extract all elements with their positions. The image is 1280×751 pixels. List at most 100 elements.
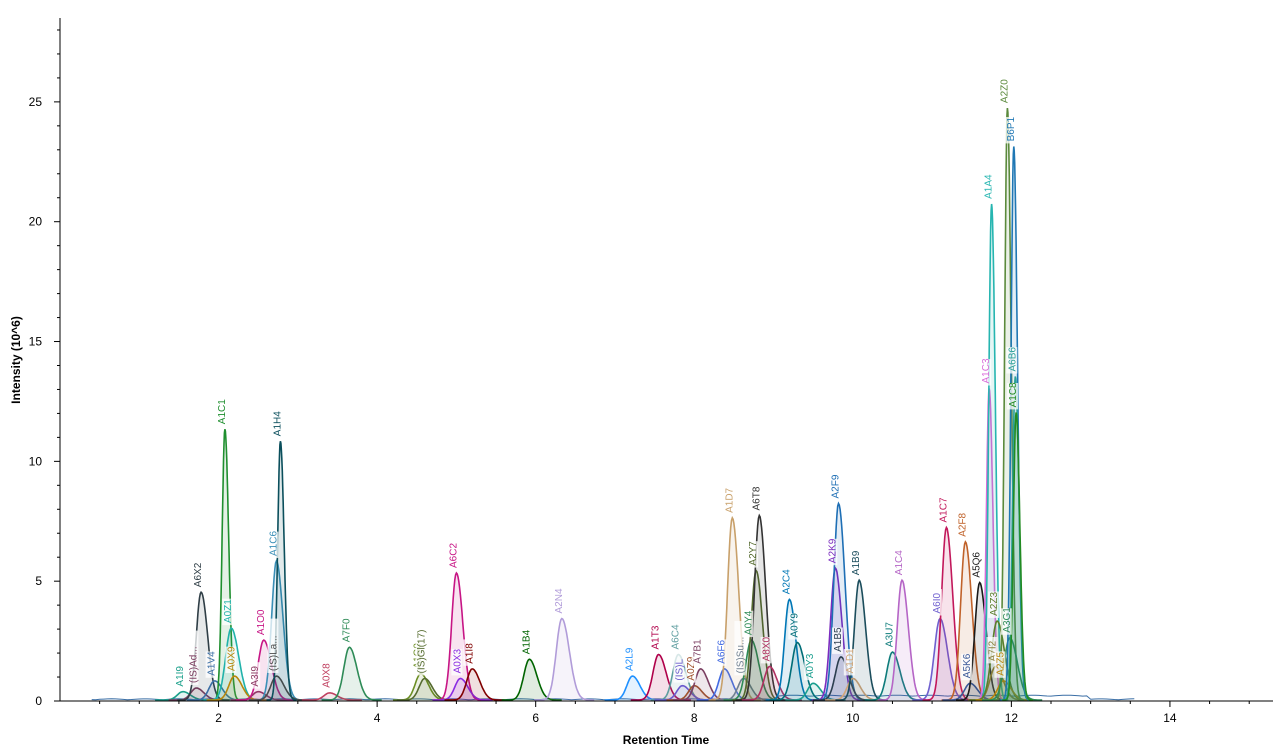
peak-label-text: A2Z0 xyxy=(999,79,1010,103)
peak-label-text: (IS)Ad... xyxy=(188,646,199,683)
peak-labels: A1I9 (IS)Ad... A6X2 A1V4 A1C1 A0Z1 A0X9 A3I9 A1O… xyxy=(174,79,1019,690)
peak-label: A6F6 xyxy=(715,639,727,665)
peak-label-text: A1T3 xyxy=(651,625,662,649)
peak-label-text: A0Z1 xyxy=(223,599,234,623)
x-axis-title: Retention Time xyxy=(623,733,710,747)
peak-label: A2L9 xyxy=(623,647,635,673)
peak-label-text: A1C6 xyxy=(268,531,279,556)
chromatogram-traces xyxy=(92,108,1135,701)
peak-label: A1I8 xyxy=(463,639,475,665)
peak-label: B6P1 xyxy=(1005,116,1017,143)
peak-label: A1I9 xyxy=(174,662,186,688)
peak-label: A3U7 xyxy=(884,622,896,649)
peak-label: A3G1 xyxy=(1001,607,1013,635)
peak-label: A3I9 xyxy=(249,662,261,688)
peak-label: (IS)La... xyxy=(267,619,279,673)
peak-label-text: A2F9 xyxy=(831,474,842,498)
peak-fill xyxy=(534,619,595,701)
peak-label: A2F8 xyxy=(956,512,968,538)
peak-label: A2Y7 xyxy=(747,541,759,568)
peak-label-text: B6P1 xyxy=(1006,116,1017,141)
peak-label: A1C3 xyxy=(980,358,992,385)
y-tick-label: 15 xyxy=(29,335,43,349)
peak-label-text: A8X0 xyxy=(762,636,773,661)
y-tick-label: 10 xyxy=(29,454,43,468)
peak-label-text: A1B9 xyxy=(851,550,862,575)
peak-label: A0X8 xyxy=(321,663,333,690)
peak-label-text: A0Y9 xyxy=(789,613,800,638)
peak-label-text: A1A4 xyxy=(984,174,995,199)
peak-label-text: A3U7 xyxy=(885,622,896,647)
y-axis-title: Intensity (10^6) xyxy=(9,316,23,404)
peak-label-text: A2Z3 xyxy=(989,592,1000,616)
x-tick-label: 4 xyxy=(374,711,381,725)
peak-label: A1C7 xyxy=(937,497,949,524)
peak-label: A0Y4 xyxy=(742,610,754,637)
peak-label-text: A0X9 xyxy=(226,646,237,671)
peak-label-text: A1C4 xyxy=(894,550,905,575)
peak-label-text: A0X3 xyxy=(452,648,463,673)
axes xyxy=(60,18,1273,701)
peak-label: A2Z3 xyxy=(988,592,1000,618)
peak-label: A1A4 xyxy=(983,174,995,201)
peak-label-text: A2F8 xyxy=(957,512,968,536)
peak-label: A6C4 xyxy=(669,624,681,651)
peak-label: A6X2 xyxy=(192,562,204,589)
peak-label-text: A2L9 xyxy=(624,647,635,671)
peak-label: A0Y9 xyxy=(788,613,800,640)
x-tick-label: 8 xyxy=(691,711,698,725)
peak-label-text: A2Y7 xyxy=(748,541,759,566)
peak-label: A2N4 xyxy=(553,588,565,615)
peak-label-text: A1C7 xyxy=(938,497,949,522)
peak-label-text: A6C2 xyxy=(448,543,459,568)
peak-label: A5K6 xyxy=(961,653,973,680)
y-axis-ticks: 0510152025 xyxy=(29,30,60,708)
x-axis-ticks: 2 4 6 8 10 12 14 xyxy=(100,701,1250,725)
peak-label-text: A6F6 xyxy=(716,639,727,663)
peak-label: A1B5 xyxy=(832,627,844,654)
peak-label-text: A3G1 xyxy=(1002,607,1013,633)
peak-label: A2K9 xyxy=(826,538,838,565)
peak-label: A8X0 xyxy=(761,636,773,663)
peak-label-text: A2Z5 xyxy=(995,651,1006,675)
peak-label-text: A7B1 xyxy=(693,639,704,664)
peak-label-text: A1B5 xyxy=(833,627,844,652)
x-tick-label: 14 xyxy=(1163,711,1177,725)
peak-label: A0Z1 xyxy=(222,599,234,625)
peak-label: A1H4 xyxy=(271,411,283,438)
peak-label-text: A6I0 xyxy=(932,592,943,613)
peak-label: A1C4 xyxy=(893,550,905,577)
peak-label-text: (IS)L xyxy=(674,658,685,680)
peak-label: (IS)Gl(17) xyxy=(416,615,428,675)
peak-label: A2Z5 xyxy=(994,651,1006,677)
peak-label-text: A6B6 xyxy=(1007,347,1018,372)
peak-label-text: A2C4 xyxy=(781,569,792,594)
x-tick-label: 2 xyxy=(215,711,222,725)
peak-label: A2C4 xyxy=(780,569,792,596)
peak-label-text: A1H4 xyxy=(272,411,283,436)
peak-label-text: A1O0 xyxy=(256,609,267,635)
peak-label-text: A0Y4 xyxy=(743,610,754,635)
peak-label: A1O0 xyxy=(255,609,267,637)
peak-label: A2F9 xyxy=(830,474,842,500)
peak-label-text: A0Y3 xyxy=(805,653,816,678)
x-tick-label: 10 xyxy=(846,711,860,725)
y-tick-label: 25 xyxy=(29,95,43,109)
peak-label: A0X3 xyxy=(451,648,463,675)
peak-label-text: (IS)Su... xyxy=(735,637,746,674)
peak-label: A7B1 xyxy=(692,639,704,666)
peak-label-text: A1I9 xyxy=(175,666,186,687)
peak-label-text: A7F0 xyxy=(341,618,352,642)
peak-label: (IS)Ad... xyxy=(187,631,199,685)
peak-label: A1B9 xyxy=(850,550,862,577)
peak-label: A1C6 xyxy=(267,531,279,558)
peak-label: (IS)L xyxy=(673,651,685,683)
peak-label: A1D1 xyxy=(844,648,856,675)
peak-label-text: A1D7 xyxy=(724,487,735,512)
peak-label-text: A1C1 xyxy=(217,399,228,424)
peak-label: A6B6 xyxy=(1006,347,1018,374)
peak-label-text: A6T8 xyxy=(751,486,762,510)
y-tick-label: 5 xyxy=(35,574,42,588)
peak-label-text: A6C4 xyxy=(670,624,681,649)
